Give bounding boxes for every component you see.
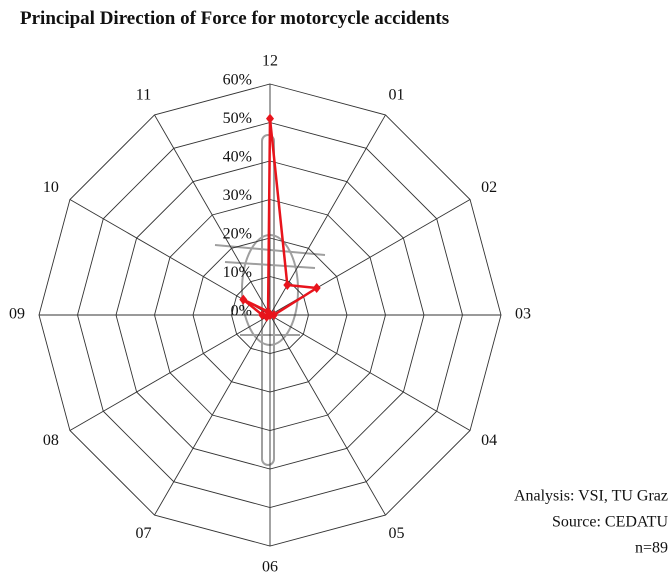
r-tick-label: 60% — [223, 72, 252, 89]
data-point — [313, 283, 321, 293]
category-label: 10 — [43, 179, 59, 196]
category-label: 11 — [136, 87, 151, 104]
spoke — [155, 115, 271, 315]
category-label: 04 — [481, 432, 497, 449]
category-label: 01 — [389, 87, 405, 104]
category-label: 02 — [481, 179, 497, 196]
spoke — [270, 315, 386, 515]
r-tick-label: 50% — [223, 110, 252, 127]
r-tick-label: 10% — [223, 264, 252, 281]
spoke — [70, 315, 270, 431]
spoke — [70, 200, 270, 316]
annotation: n=89 — [635, 540, 668, 557]
category-label: 08 — [43, 432, 59, 449]
category-label: 09 — [9, 306, 25, 323]
page: Principal Direction of Force for motorcy… — [0, 0, 672, 577]
category-label: 06 — [262, 559, 278, 576]
chart: Principal Direction of Force for motorcy… — [0, 0, 672, 577]
r-tick-label: 40% — [223, 149, 252, 166]
r-tick-label: 30% — [223, 187, 252, 204]
annotation: Analysis: VSI, TU Graz — [514, 488, 668, 505]
data-point — [283, 280, 291, 290]
r-tick-label: 20% — [223, 226, 252, 243]
category-label: 03 — [515, 306, 531, 323]
category-label: 05 — [389, 525, 405, 542]
category-label: 12 — [262, 53, 278, 70]
data-point — [266, 114, 274, 124]
spoke — [155, 315, 271, 515]
chart-title: Principal Direction of Force for motorcy… — [20, 8, 449, 29]
annotation: Source: CEDATU — [552, 514, 668, 531]
category-label: 07 — [136, 525, 152, 542]
spoke — [270, 315, 470, 431]
